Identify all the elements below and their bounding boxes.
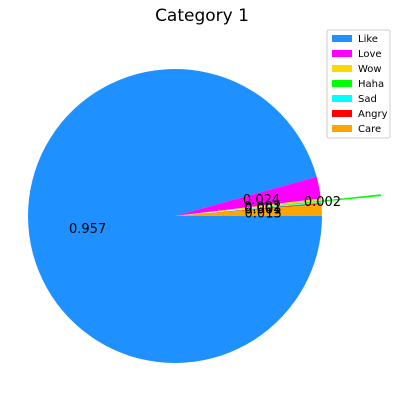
legend-label-wow: Wow — [358, 64, 382, 75]
legend-label-haha: Haha — [358, 79, 384, 90]
legend-swatch-sad — [332, 95, 352, 102]
legend-swatch-like — [332, 35, 352, 42]
legend-label-sad: Sad — [358, 94, 377, 105]
pie-slices — [27, 69, 382, 364]
pie-slice-care — [175, 204, 322, 216]
pie-slice-like — [27, 69, 322, 364]
legend-swatch-love — [332, 50, 352, 57]
pie-slice-haha — [234, 194, 382, 210]
legend-swatch-angry — [332, 110, 352, 117]
legend-label-angry: Angry — [358, 109, 388, 120]
pie-slice-wow — [175, 198, 322, 216]
value-label-sad: 0.001 — [244, 202, 281, 217]
pie-slice-sad — [175, 202, 322, 216]
legend-label-care: Care — [358, 124, 381, 135]
legend-swatch-care — [332, 125, 352, 132]
legend: Like Love Wow Haha Sad Angry Care — [326, 29, 391, 139]
value-label-haha: 0.002 — [304, 195, 341, 210]
value-label-like: 0.957 — [69, 222, 106, 237]
value-label-care: 0.013 — [245, 206, 282, 221]
pie-slice-angry — [175, 203, 322, 216]
chart-title: Category 1 — [155, 6, 249, 26]
legend-label-like: Like — [358, 34, 378, 45]
legend-swatch-haha — [332, 80, 352, 87]
value-label-wow: 0.002 — [244, 200, 281, 215]
legend-label-love: Love — [358, 49, 382, 60]
pie-slice-love — [175, 176, 321, 216]
value-label-love: 0.024 — [243, 193, 280, 208]
value-label-angry: 0.001 — [244, 203, 281, 218]
legend-swatch-wow — [332, 65, 352, 72]
